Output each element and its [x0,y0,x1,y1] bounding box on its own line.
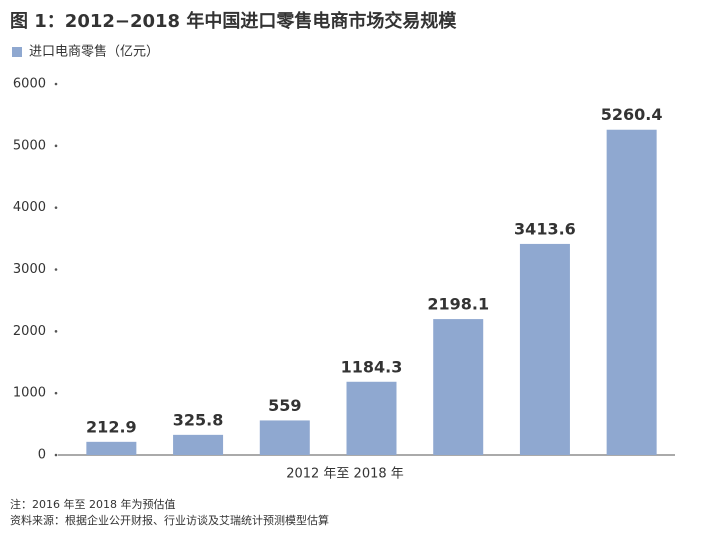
tick-mark [54,453,58,457]
source: 资料来源：根据企业公开财报、行业访谈及艾瑞统计预测模型估算 [10,513,329,527]
bar [259,420,310,455]
data-label: 3413.6 [514,219,576,238]
legend-label: 进口电商零售（亿元） [29,44,159,60]
y-tick-label: 2000 [13,324,46,339]
y-tick-label: 1000 [13,386,46,401]
tick-mark [54,391,58,395]
y-tick-label: 4000 [13,200,46,215]
y-tick-label: 5000 [13,138,46,153]
data-label: 5260.4 [601,105,663,124]
tick-mark [54,206,58,209]
data-label: 2198.1 [427,295,489,314]
legend-swatch [12,47,22,57]
y-tick-label: 3000 [13,262,46,277]
tick-mark [54,82,58,86]
tick-mark [54,268,58,271]
y-tick-label: 0 [38,448,46,463]
bar [433,319,484,455]
bar [606,129,657,455]
data-label: 1184.3 [341,357,403,376]
bar [346,381,397,455]
chart-title: 图 1：2012−2018 年中国进口零售电商市场交易规模 [10,10,457,32]
tick-mark [54,330,58,333]
tick-mark [54,144,58,148]
x-axis-label: 2012 年至 2018 年 [286,467,404,482]
y-tick-label: 6000 [13,77,46,92]
bar [173,434,224,455]
data-label: 212.9 [86,417,137,436]
data-label: 325.8 [173,410,224,429]
note: 注：2016 年至 2018 年为预估值 [10,497,175,511]
data-label: 559 [268,396,301,415]
bar [86,441,137,455]
bar [519,243,570,455]
